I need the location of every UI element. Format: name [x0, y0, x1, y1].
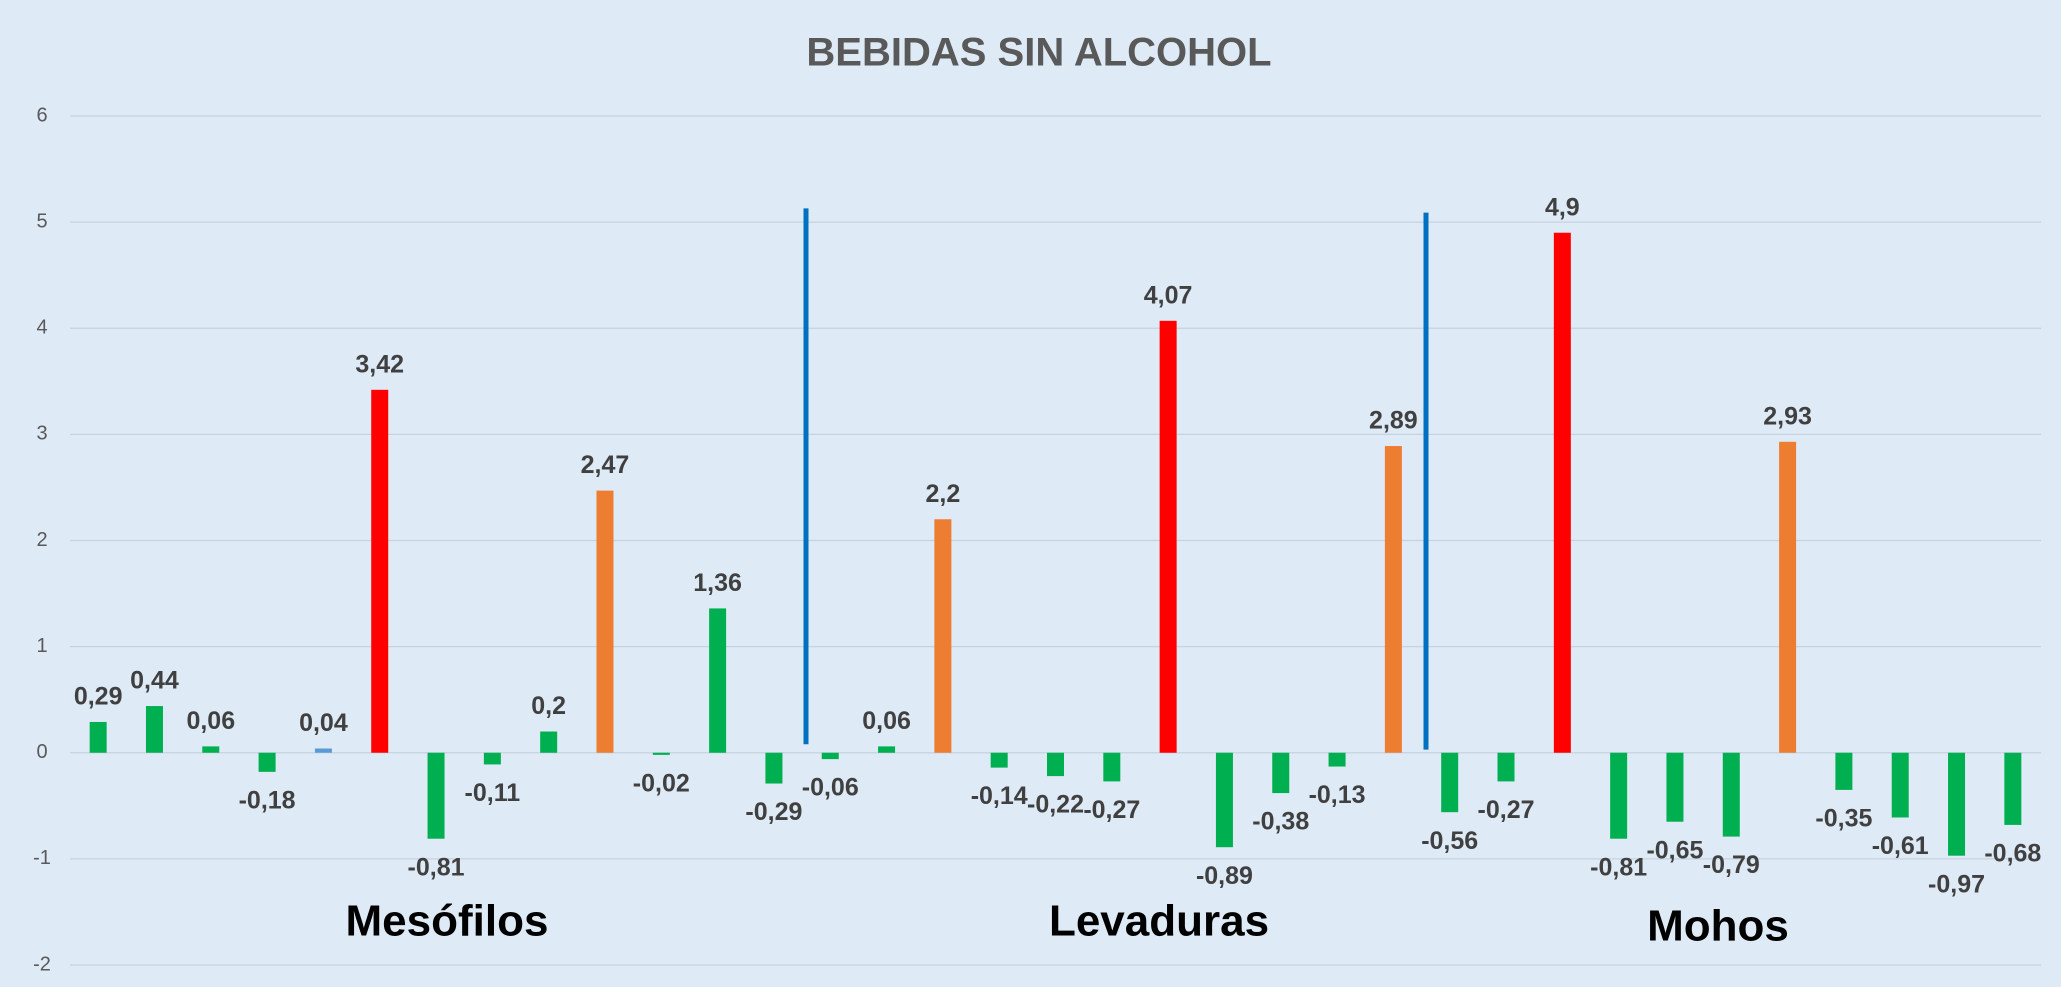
data-label: 3,42 [355, 350, 404, 378]
data-label: 2,93 [1763, 402, 1812, 430]
bar [1835, 752, 1853, 790]
y-tick-label: 4 [36, 317, 47, 339]
bar [1047, 752, 1064, 777]
bar [709, 608, 727, 753]
bar [934, 519, 952, 753]
bar [1272, 752, 1290, 794]
bar [821, 752, 839, 760]
data-label: -0,35 [1815, 805, 1872, 833]
bar [145, 706, 163, 753]
data-label: -0,18 [239, 786, 296, 814]
data-label: -0,29 [745, 798, 802, 826]
bar [202, 746, 220, 753]
bar [878, 746, 896, 753]
data-label: -0,97 [1928, 870, 1985, 898]
bar [2004, 752, 2022, 825]
data-label: -0,22 [1027, 791, 1084, 819]
bar [1159, 320, 1177, 753]
data-label: -0,11 [465, 779, 521, 807]
bar [371, 389, 389, 753]
data-label: -0,68 [1984, 840, 2041, 868]
data-label: -0,65 [1646, 836, 1703, 864]
data-label: -0,13 [1309, 781, 1366, 809]
bar [1610, 752, 1628, 839]
bar [1328, 752, 1346, 767]
data-label: -0,27 [1083, 796, 1140, 824]
bar [1497, 752, 1515, 782]
data-label: -0,56 [1421, 827, 1478, 855]
chart-title: BEBIDAS SIN ALCOHOL [806, 31, 1271, 75]
bar [1779, 441, 1797, 753]
data-label: 2,89 [1369, 407, 1418, 435]
data-label: -0,14 [971, 782, 1028, 810]
bar [1441, 752, 1459, 813]
bar [427, 752, 445, 839]
bar [540, 731, 558, 753]
data-label: -0,06 [802, 774, 859, 802]
bar [1948, 752, 1966, 856]
data-label: 4,9 [1545, 193, 1580, 221]
data-label: 0,29 [74, 683, 123, 711]
bar [765, 752, 783, 784]
bar [314, 748, 332, 753]
data-label: 2,2 [925, 480, 960, 508]
data-label: 0,04 [299, 709, 348, 737]
data-label: -0,81 [408, 853, 465, 881]
y-tick-label: 0 [36, 741, 47, 763]
data-label: 1,36 [693, 569, 742, 597]
bar [596, 490, 614, 753]
data-label: -0,79 [1703, 851, 1760, 879]
bar [1722, 752, 1740, 837]
data-label: 0,44 [130, 667, 179, 695]
bar [1103, 752, 1121, 782]
data-label: -0,27 [1478, 796, 1535, 824]
data-label: 0,2 [531, 692, 566, 720]
data-label: 0,06 [862, 707, 911, 735]
data-label: 4,07 [1144, 281, 1193, 309]
bar [1891, 752, 1909, 818]
data-label: 0,06 [186, 707, 235, 735]
bar [89, 721, 107, 753]
bar [1384, 446, 1402, 753]
annotation: Levaduras [1049, 897, 1269, 946]
annotation: Mohos [1647, 902, 1789, 951]
y-tick-label: 3 [36, 423, 47, 445]
annotation: Mesófilos [346, 897, 549, 946]
bar [1666, 752, 1684, 822]
data-label: -0,61 [1872, 832, 1929, 860]
data-label: -0,02 [633, 769, 690, 797]
y-tick-label: 5 [36, 210, 47, 232]
y-tick-label: 6 [36, 104, 47, 126]
bar [1553, 232, 1571, 753]
y-tick-label: -1 [33, 847, 51, 869]
bar [1215, 752, 1233, 848]
data-label: -0,89 [1196, 862, 1253, 890]
data-label: 2,47 [581, 451, 630, 479]
bar [990, 752, 1008, 768]
y-tick-label: -2 [33, 953, 51, 975]
data-label: -0,38 [1252, 808, 1309, 836]
y-tick-label: 1 [36, 635, 47, 657]
bar [258, 752, 276, 772]
y-tick-label: 2 [36, 529, 47, 551]
bar [483, 752, 501, 765]
data-label: -0,81 [1590, 853, 1647, 881]
bar [652, 752, 670, 755]
